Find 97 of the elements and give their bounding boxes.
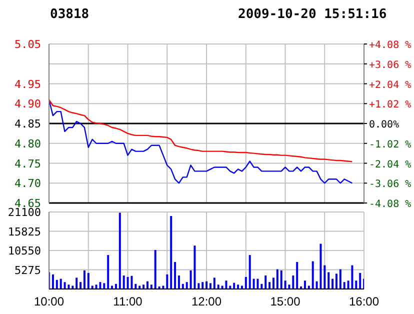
- bar: [268, 282, 271, 289]
- y2-tick-label: -3.06 %: [369, 179, 412, 190]
- x-tick-label: 10:00: [34, 294, 64, 309]
- bar: [206, 281, 208, 289]
- bar: [174, 262, 176, 289]
- bar: [312, 261, 314, 289]
- bar: [296, 262, 298, 289]
- y2-tick-label: +2.04 %: [369, 80, 412, 91]
- bar: [68, 284, 70, 289]
- bar: [328, 272, 330, 289]
- bar: [256, 278, 259, 289]
- bar: [142, 284, 145, 289]
- bar: [209, 283, 212, 289]
- bar: [95, 284, 98, 289]
- y2-tick-label: -1.02 %: [369, 139, 412, 150]
- y2-tick-label: -2.04 %: [369, 159, 412, 170]
- x-tick-label: 11:00: [113, 294, 143, 309]
- bar: [91, 286, 94, 289]
- x-tick-label: 15:00: [270, 294, 301, 309]
- bar: [138, 286, 141, 289]
- y-tick-label: 15825: [8, 225, 41, 238]
- bar: [166, 274, 168, 289]
- bar: [252, 278, 255, 289]
- bar: [284, 280, 286, 289]
- bar: [107, 255, 110, 289]
- bar: [288, 284, 290, 289]
- bar: [264, 276, 267, 289]
- bar: [225, 280, 228, 289]
- bar: [52, 274, 54, 289]
- y-tick-label: 4.80: [14, 137, 41, 150]
- bar: [213, 278, 216, 289]
- bar: [76, 278, 78, 289]
- y-tick-label: 4.85: [14, 118, 41, 130]
- bar: [272, 278, 274, 289]
- bar: [126, 276, 129, 289]
- bar: [83, 270, 86, 289]
- bar: [292, 276, 294, 289]
- bar: [308, 286, 310, 289]
- bar: [130, 276, 133, 289]
- bar: [276, 269, 278, 289]
- bar: [339, 269, 342, 289]
- bar: [111, 286, 114, 289]
- bar: [351, 265, 354, 289]
- bar: [64, 282, 66, 289]
- y-tick-label: 10550: [8, 244, 41, 258]
- y-tick-label: 4.75: [14, 157, 41, 170]
- bar: [335, 274, 338, 289]
- bar: [324, 265, 326, 289]
- bar: [80, 282, 82, 289]
- bar: [217, 284, 220, 289]
- bar: [320, 244, 322, 289]
- bar: [186, 282, 188, 289]
- bar: [118, 212, 121, 289]
- bar: [202, 282, 204, 289]
- line-series: [49, 99, 353, 184]
- bar: [244, 276, 247, 289]
- bar: [150, 284, 152, 289]
- bar: [146, 281, 148, 289]
- bar: [194, 246, 196, 289]
- line-series: [49, 99, 353, 162]
- y-tick-label: 5.05: [14, 38, 41, 51]
- bar: [304, 280, 306, 289]
- y2-tick-label: -4.08 %: [369, 199, 412, 210]
- bar: [60, 278, 62, 289]
- y-tick-label: 4.70: [14, 177, 41, 190]
- bar: [229, 286, 232, 289]
- x-tick-label: 12:00: [191, 294, 222, 309]
- y2-tick-label: 0.00%: [369, 120, 400, 130]
- bar: [343, 282, 346, 289]
- bar: [170, 216, 172, 289]
- bar: [103, 283, 106, 289]
- bar: [72, 286, 74, 289]
- chart-subtitle: 2009-10-20 15:51:16: [238, 7, 387, 22]
- bar: [280, 270, 282, 289]
- y-tick-label: 4.90: [14, 98, 41, 111]
- bar: [99, 282, 102, 289]
- bar: [122, 276, 125, 289]
- bar: [359, 272, 362, 289]
- bar: [198, 283, 200, 289]
- bar: [56, 280, 58, 289]
- bar: [240, 286, 243, 289]
- bar: [154, 250, 156, 289]
- bar: [355, 280, 358, 289]
- y-tick-label: 21100: [8, 206, 41, 219]
- bar: [332, 278, 334, 289]
- y-tick-label: 5275: [14, 264, 41, 277]
- y2-tick-label: +1.02 %: [369, 100, 412, 111]
- chart-title: 03818: [50, 7, 90, 22]
- x-tick-label: 16:00: [348, 294, 380, 309]
- y2-tick-label: +4.08 %: [369, 40, 412, 51]
- y2-tick-label: +3.06 %: [369, 60, 412, 71]
- bar: [248, 255, 251, 289]
- bar: [178, 276, 180, 289]
- bar: [237, 284, 240, 289]
- bar: [87, 272, 90, 289]
- bar: [162, 286, 164, 289]
- y-tick-label: 4.95: [14, 78, 41, 91]
